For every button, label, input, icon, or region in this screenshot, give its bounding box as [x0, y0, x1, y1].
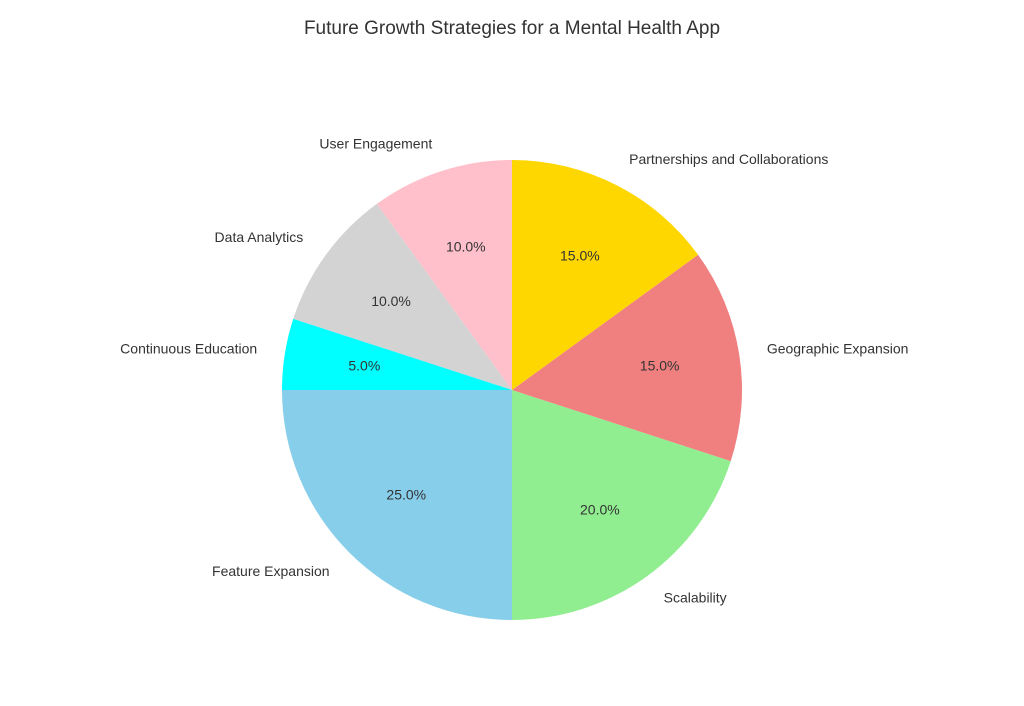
slice-label: Partnerships and Collaborations — [629, 151, 828, 167]
slice-label: Scalability — [664, 589, 727, 605]
slice-label: Geographic Expansion — [767, 340, 909, 356]
slice-percent: 20.0% — [580, 502, 620, 518]
slice-label: User Engagement — [319, 135, 432, 151]
slice-label: Data Analytics — [215, 229, 304, 245]
slice-percent: 10.0% — [371, 293, 411, 309]
slice-percent: 10.0% — [446, 239, 486, 255]
slice-percent: 15.0% — [640, 357, 680, 373]
slice-percent: 5.0% — [348, 357, 380, 373]
slice-percent: 15.0% — [560, 247, 600, 263]
slice-percent: 25.0% — [386, 486, 426, 502]
slice-label: Continuous Education — [120, 340, 257, 356]
pie-chart: 10.0% User Engagement 10.0% Data Analytics 5… — [0, 0, 1024, 706]
pie-slice — [282, 390, 512, 620]
slice-label: Feature Expansion — [212, 563, 330, 579]
